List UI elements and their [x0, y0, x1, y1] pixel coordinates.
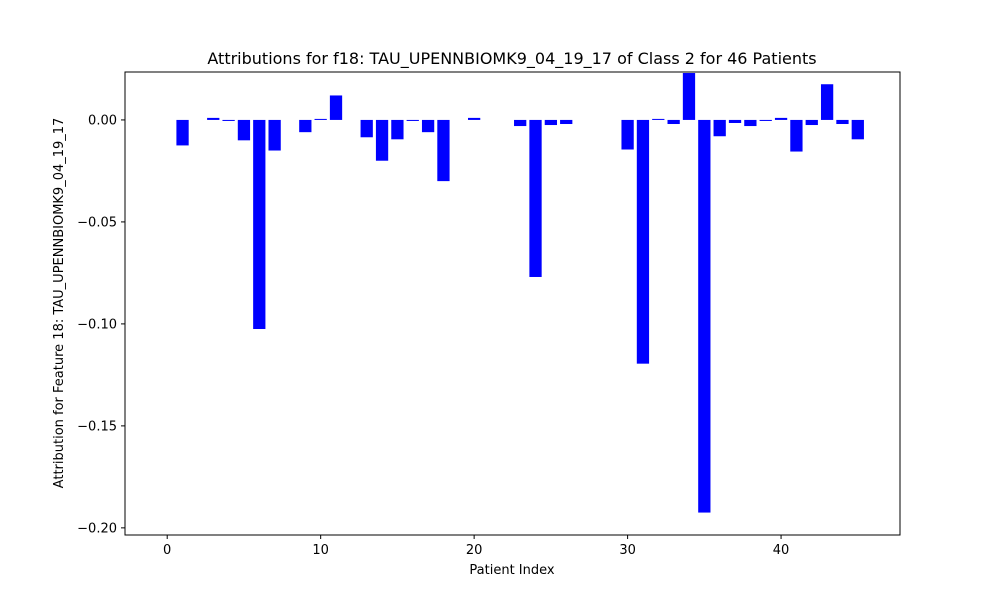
bar-patient-14 — [375, 119, 389, 161]
bar-patient-35 — [698, 119, 711, 513]
bar-patient-13 — [360, 119, 373, 138]
x-tick-label: 40 — [773, 543, 790, 558]
bar-patient-26 — [560, 119, 573, 125]
bar-patient-38 — [744, 119, 757, 127]
bar-patient-37 — [728, 119, 742, 123]
bar-patient-36 — [713, 119, 726, 137]
x-axis-ticks: 0 10 20 30 40 — [163, 535, 789, 558]
chart-title: Attributions for f18: TAU_UPENNBIOMK9_04… — [207, 49, 816, 69]
bar-patient-24 — [529, 119, 542, 277]
bar-patient-45 — [851, 119, 864, 140]
bar-patient-43 — [820, 84, 834, 120]
y-axis-ticks: 0.00 −0.05 −0.10 −0.15 −0.20 — [77, 113, 125, 536]
bar-patient-17 — [421, 119, 435, 133]
bar-patient-3 — [207, 117, 220, 120]
bar-patient-40 — [774, 117, 788, 120]
y-axis-label: Attribution for Feature 18: TAU_UPENNBIO… — [52, 118, 67, 489]
bars-group — [176, 73, 864, 513]
bar-patient-15 — [391, 119, 404, 140]
y-tick-label: −0.15 — [77, 419, 117, 434]
x-tick-label: 30 — [619, 543, 636, 558]
bar-patient-10 — [314, 118, 327, 120]
bar-patient-42 — [805, 119, 818, 126]
bar-patient-44 — [836, 119, 849, 125]
bar-patient-20 — [467, 117, 481, 120]
x-axis-label: Patient Index — [469, 563, 554, 578]
bar-patient-6 — [253, 119, 266, 329]
bar-patient-11 — [329, 95, 343, 120]
y-tick-label: −0.20 — [77, 521, 117, 536]
bar-patient-5 — [237, 119, 251, 141]
bar-patient-34 — [682, 73, 696, 120]
bar-patient-33 — [667, 119, 680, 125]
bar-patient-16 — [406, 119, 419, 121]
plot-frame — [124, 71, 901, 536]
bar-patient-7 — [268, 119, 281, 151]
y-tick-label: −0.05 — [77, 215, 117, 230]
bar-patient-23 — [514, 119, 527, 127]
x-tick-label: 10 — [312, 543, 329, 558]
x-tick-label: 0 — [163, 543, 171, 558]
bar-patient-31 — [636, 119, 650, 364]
bar-patient-30 — [621, 119, 634, 150]
bar-patient-9 — [299, 119, 312, 133]
bar-patient-41 — [790, 119, 803, 152]
x-tick-label: 20 — [466, 543, 483, 558]
bar-patient-39 — [759, 119, 772, 121]
bar-patient-18 — [437, 119, 450, 182]
bar-patient-4 — [222, 119, 235, 121]
bar-patient-1 — [176, 119, 189, 146]
bar-patient-25 — [544, 119, 558, 126]
bar-patient-32 — [652, 118, 665, 120]
y-tick-label: −0.10 — [77, 317, 117, 332]
y-tick-label: 0.00 — [88, 113, 117, 128]
